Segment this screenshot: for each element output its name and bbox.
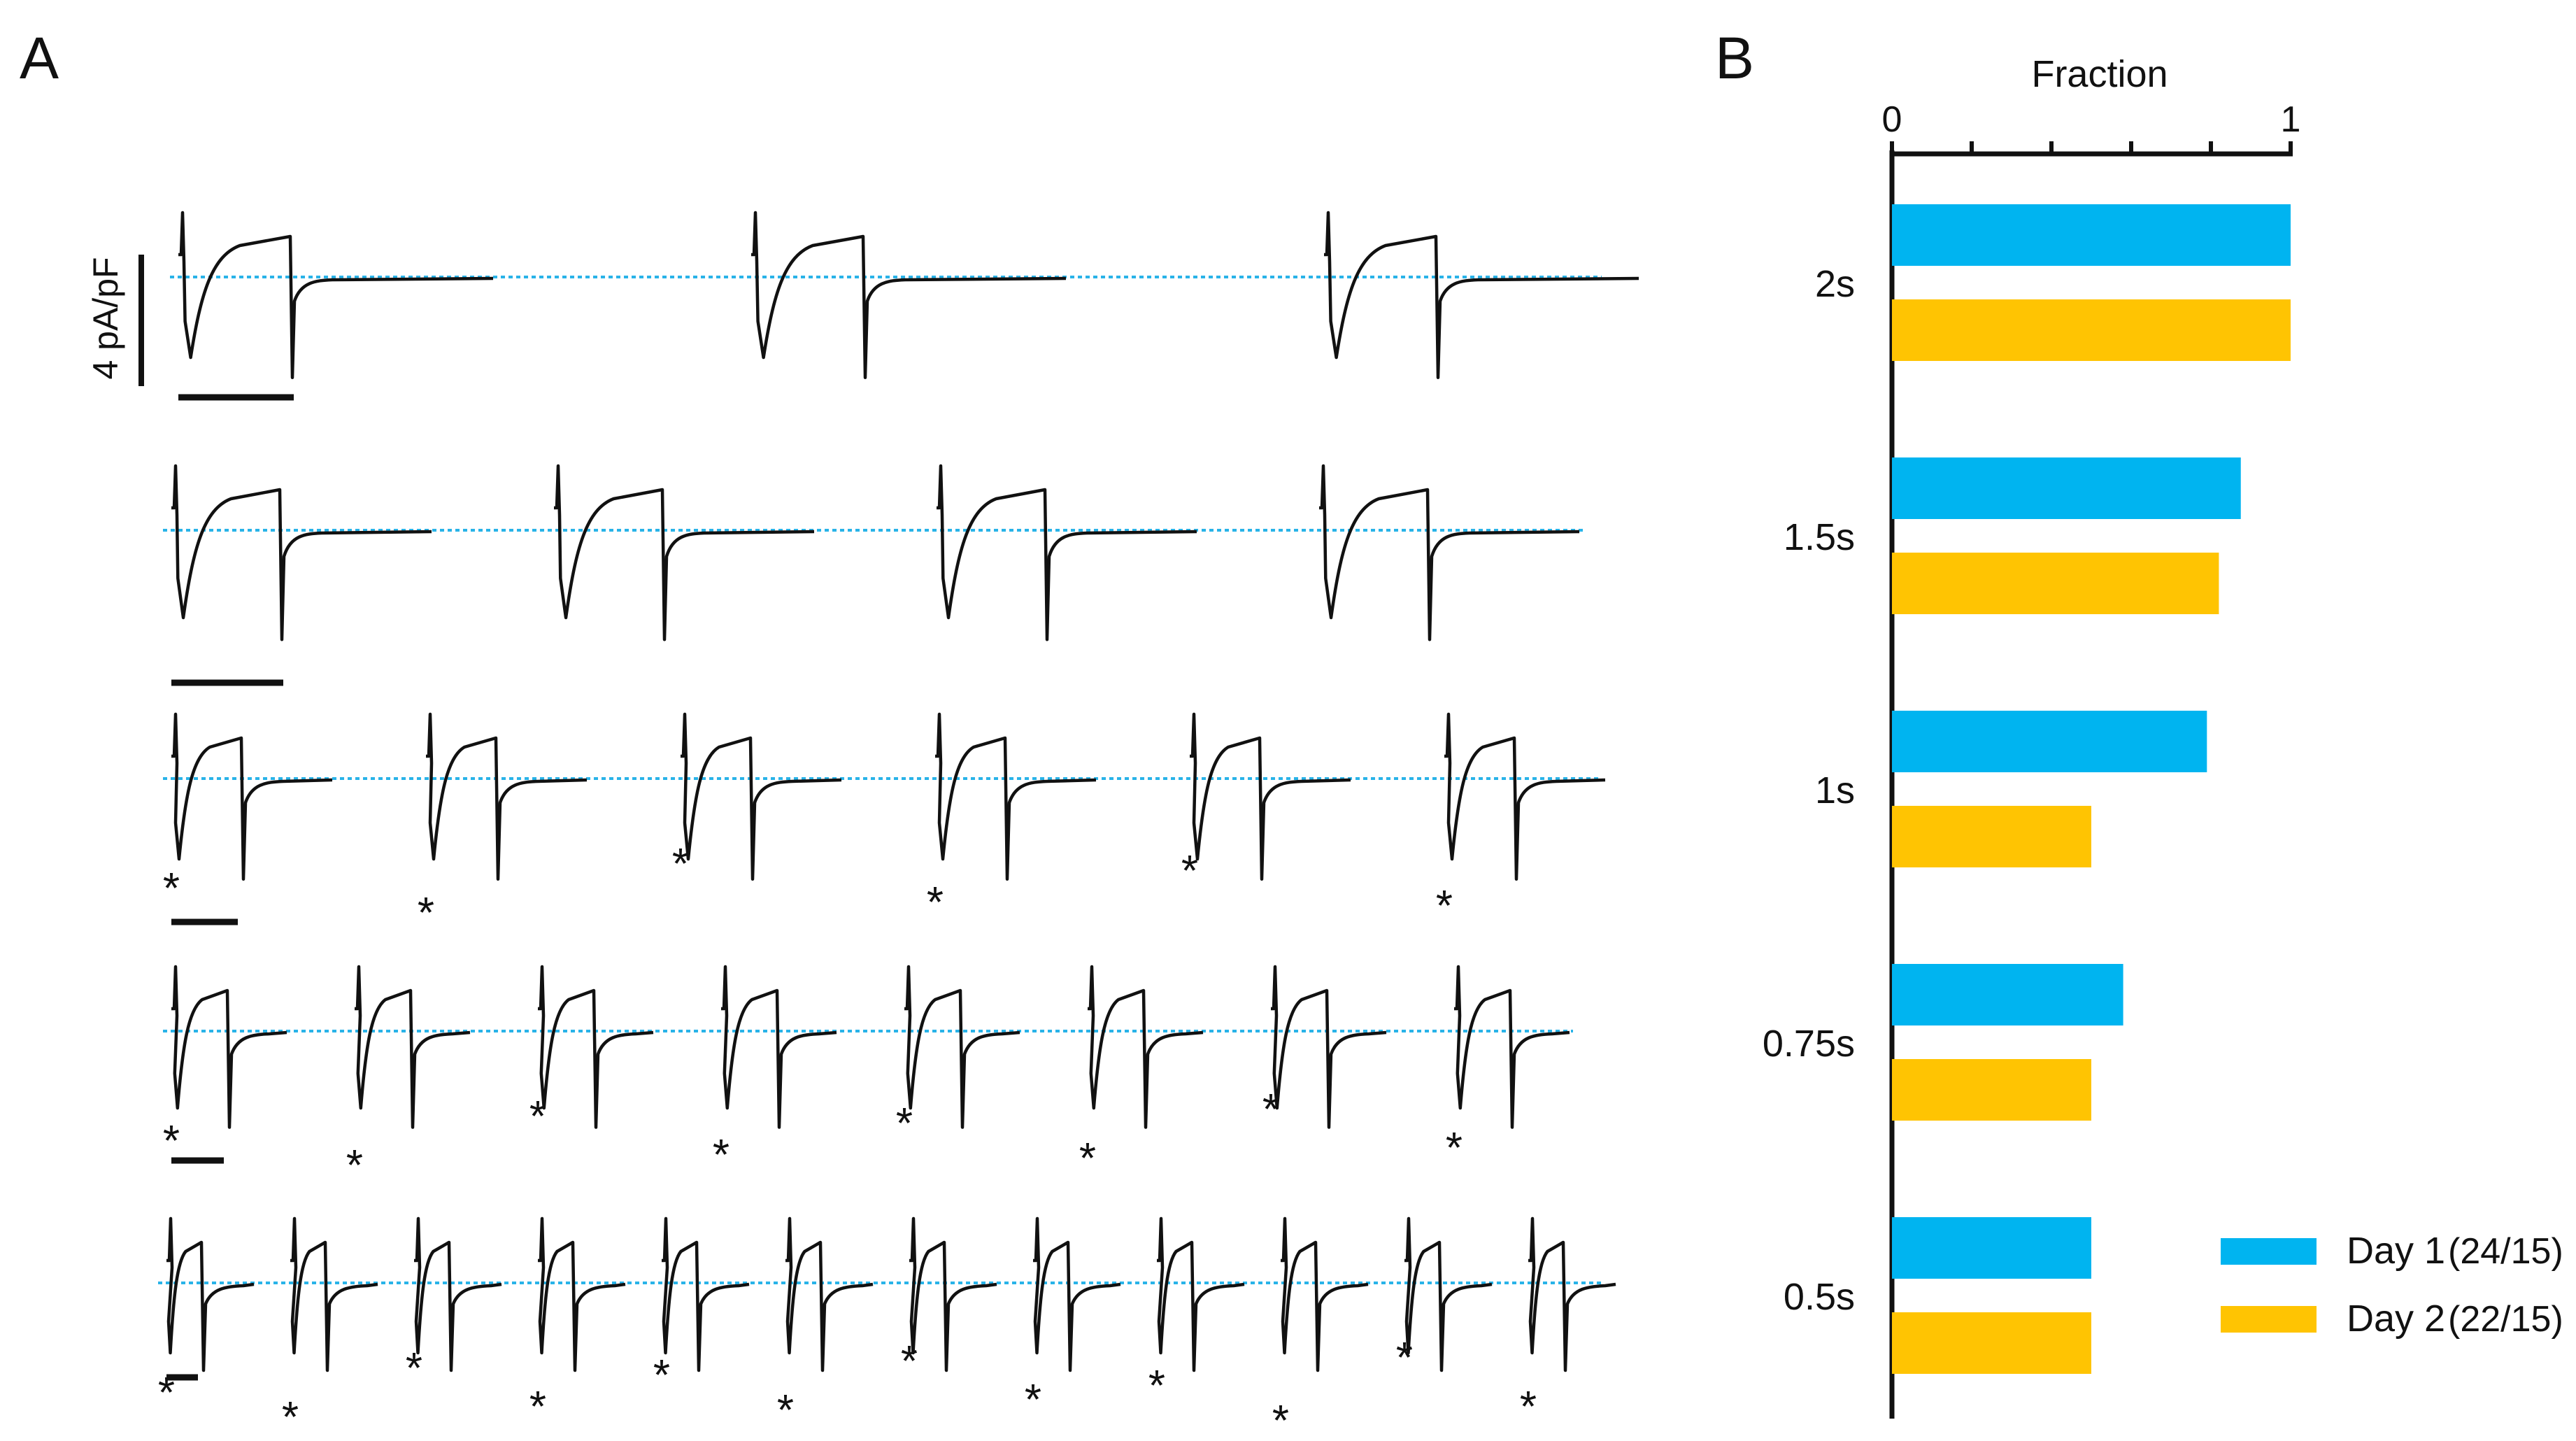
current-trace xyxy=(426,712,588,881)
current-trace xyxy=(751,211,1067,379)
current-trace xyxy=(1404,1216,1493,1372)
significance-asterisk: * xyxy=(1272,1397,1289,1441)
category-label: 0.75s xyxy=(1763,1023,1855,1065)
current-trace xyxy=(1528,1216,1616,1372)
current-trace xyxy=(681,712,842,881)
legend: Day 1 (24/15)Day 2 (22/15) xyxy=(2221,1230,2563,1340)
category-label: 2s xyxy=(1815,263,1855,305)
current-trace xyxy=(1033,1216,1121,1372)
current-trace xyxy=(1444,712,1606,881)
category-label: 1.5s xyxy=(1784,516,1855,558)
significance-asterisk: * xyxy=(1079,1135,1096,1183)
bar-day-2-1_5s xyxy=(1892,553,2219,614)
trace-row-2 xyxy=(163,464,1583,686)
significance-asterisk: * xyxy=(1025,1376,1041,1424)
current-trace xyxy=(1319,464,1580,641)
current-trace xyxy=(355,965,471,1129)
current-trace xyxy=(937,464,1197,641)
current-trace xyxy=(414,1216,502,1372)
significance-asterisk: * xyxy=(653,1351,670,1400)
bar-day-2-2s xyxy=(1892,299,2291,361)
bar-day-1-2s xyxy=(1892,204,2291,266)
current-trace xyxy=(1271,965,1387,1129)
current-trace xyxy=(178,211,494,379)
significance-asterisk: * xyxy=(1396,1334,1413,1382)
x-tick-label: 0 xyxy=(1882,99,1902,140)
current-trace xyxy=(1088,965,1204,1129)
current-trace xyxy=(904,965,1020,1129)
bar-day-1-1s xyxy=(1892,711,2207,772)
legend-note: (22/15) xyxy=(2448,1299,2563,1340)
significance-asterisk: * xyxy=(529,1093,546,1141)
significance-asterisk: * xyxy=(1446,1124,1463,1172)
significance-asterisk: * xyxy=(927,879,944,927)
significance-asterisk: * xyxy=(901,1337,918,1386)
legend-label: Day 2 xyxy=(2347,1298,2445,1340)
bar-day-1-0_75s xyxy=(1892,964,2123,1025)
category-label: 0.5s xyxy=(1784,1276,1855,1318)
chart-title: Fraction xyxy=(2031,53,2168,95)
significance-asterisk: * xyxy=(346,1142,363,1190)
trace-row-4: ******** xyxy=(163,965,1573,1190)
current-trace xyxy=(721,965,837,1129)
significance-asterisk: * xyxy=(713,1131,730,1179)
scale-bar-label: 4 pA/pF xyxy=(86,257,125,379)
significance-asterisk: * xyxy=(406,1344,422,1393)
panel-a-label: A xyxy=(20,25,59,91)
trace-row-5: ******** **** xyxy=(158,1216,1616,1441)
current-trace xyxy=(1190,712,1351,881)
category-label: 1s xyxy=(1815,769,1855,811)
x-tick-label: 1 xyxy=(2281,99,2301,140)
legend-swatch xyxy=(2221,1238,2317,1265)
bar-day-2-0_75s xyxy=(1892,1059,2091,1121)
bar-series xyxy=(1892,204,2291,1374)
legend-note: (24/15) xyxy=(2448,1231,2563,1272)
significance-asterisk: * xyxy=(1262,1086,1279,1134)
category-labels: 2s 1.5s 1s 0.75s 0.5s xyxy=(1763,263,1855,1318)
significance-asterisk: * xyxy=(163,865,180,913)
significance-asterisk: * xyxy=(1520,1383,1537,1431)
current-trace xyxy=(171,712,333,881)
current-trace xyxy=(1281,1216,1369,1372)
trace-rows: ********************** **** xyxy=(158,211,1639,1441)
significance-asterisk: * xyxy=(672,840,689,888)
significance-asterisk: * xyxy=(896,1100,913,1148)
significance-asterisk: * xyxy=(777,1386,794,1435)
current-trace xyxy=(554,464,815,641)
current-trace xyxy=(171,464,432,641)
significance-asterisk: * xyxy=(282,1393,299,1441)
panel-b-label: B xyxy=(1715,25,1754,91)
bar-day-2-0_5s xyxy=(1892,1312,2091,1374)
current-trace xyxy=(1324,211,1639,379)
significance-asterisk: * xyxy=(1436,882,1453,930)
bar-day-1-1_5s xyxy=(1892,457,2241,519)
current-trace xyxy=(909,1216,997,1372)
legend-label: Day 1 xyxy=(2347,1230,2445,1272)
current-trace xyxy=(935,712,1097,881)
significance-asterisk: * xyxy=(1148,1362,1165,1410)
current-trace xyxy=(171,965,287,1129)
current-trace xyxy=(166,1216,255,1372)
bar-day-1-0_5s xyxy=(1892,1217,2091,1279)
significance-asterisk: * xyxy=(1181,847,1198,895)
panel-a: A ********************** **** 4 pA/pF xyxy=(20,25,1639,1441)
current-trace xyxy=(662,1216,750,1372)
current-trace xyxy=(1157,1216,1245,1372)
significance-asterisk: * xyxy=(529,1383,546,1431)
trace-row-3: * * * * * * xyxy=(163,712,1606,937)
current-trace xyxy=(538,965,654,1129)
current-trace xyxy=(290,1216,378,1372)
current-trace xyxy=(1454,965,1570,1129)
legend-swatch xyxy=(2221,1306,2317,1333)
bar-day-2-1s xyxy=(1892,806,2091,867)
current-trace xyxy=(538,1216,626,1372)
trace-row-1 xyxy=(170,211,1639,401)
current-trace xyxy=(785,1216,874,1372)
significance-asterisk: * xyxy=(418,889,434,937)
